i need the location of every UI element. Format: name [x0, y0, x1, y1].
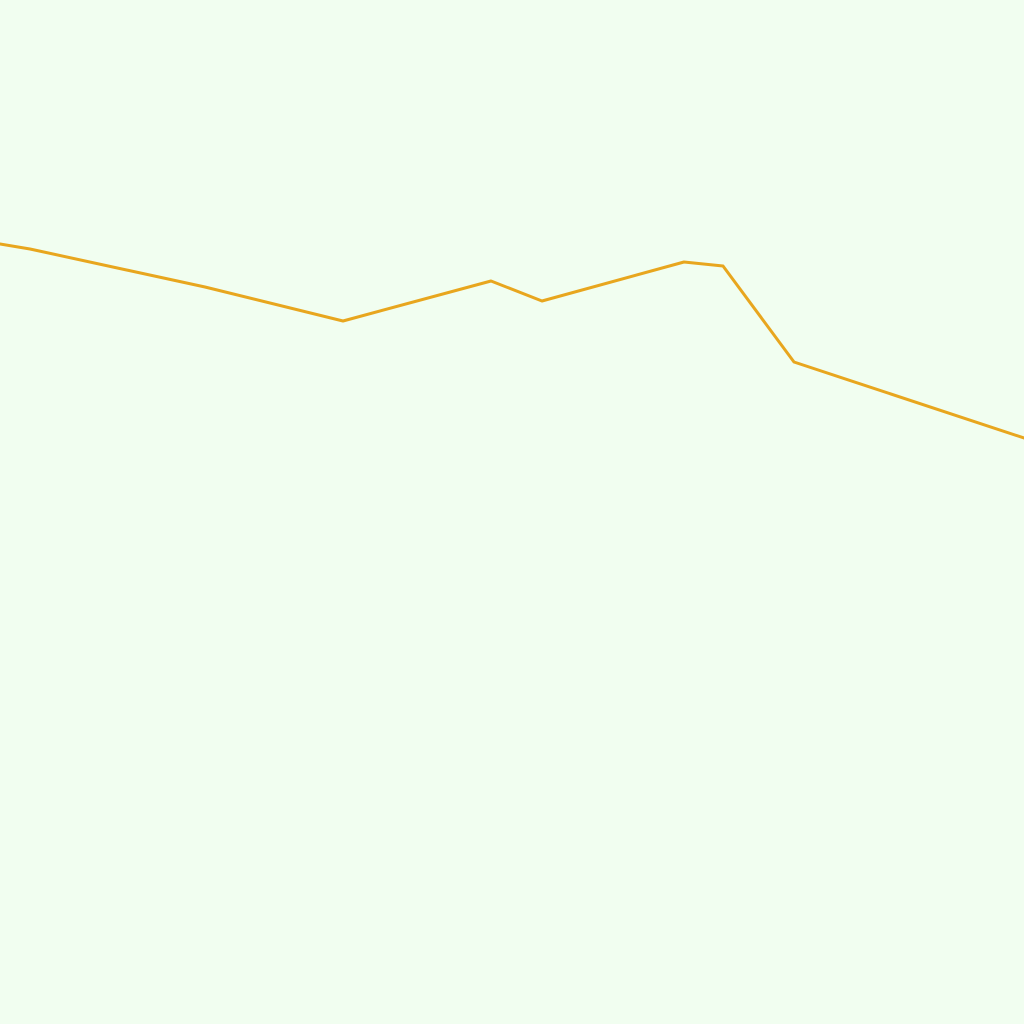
- route-line: [0, 242, 1024, 440]
